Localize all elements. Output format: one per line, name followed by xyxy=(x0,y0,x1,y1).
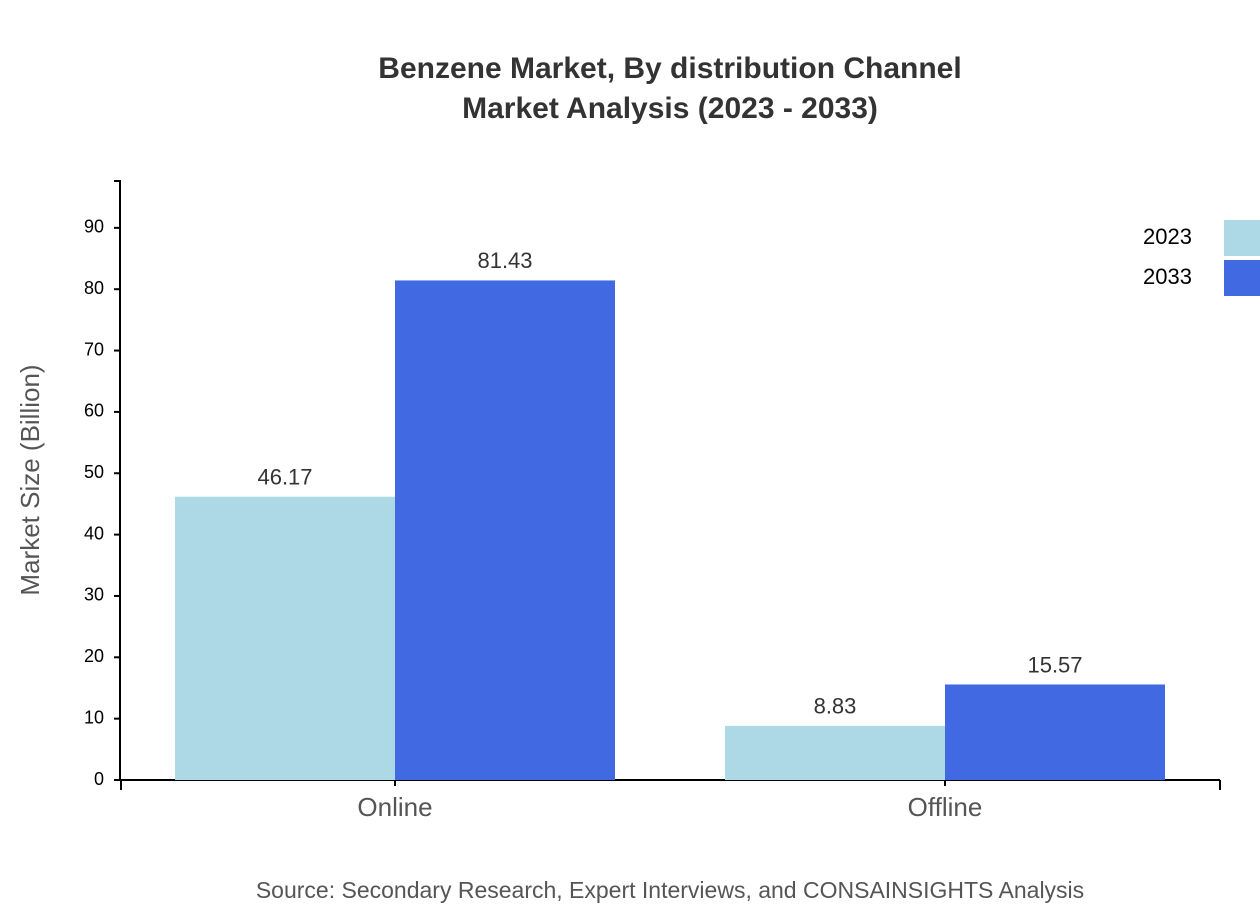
value-label: 46.17 xyxy=(257,465,312,490)
y-tick-label: 60 xyxy=(84,401,104,421)
y-axis-label: Market Size (Billion) xyxy=(15,364,45,595)
y-tick-label: 20 xyxy=(84,646,104,666)
legend-label: 2023 xyxy=(1143,224,1192,249)
y-tick-label: 10 xyxy=(84,707,104,727)
y-tick-label: 40 xyxy=(84,523,104,543)
legend-swatch xyxy=(1224,220,1260,256)
y-tick-label: 80 xyxy=(84,278,104,298)
chart-title: Benzene Market, By distribution Channel xyxy=(378,52,961,85)
bar xyxy=(175,496,395,780)
value-label: 8.83 xyxy=(814,694,857,719)
bar xyxy=(395,280,615,780)
source-note: Source: Secondary Research, Expert Inter… xyxy=(256,877,1084,903)
value-label: 81.43 xyxy=(477,248,532,273)
y-tick-label: 30 xyxy=(84,585,104,605)
bar xyxy=(945,684,1165,780)
y-tick-label: 90 xyxy=(84,217,104,237)
chart-subtitle: Market Analysis (2023 - 2033) xyxy=(462,92,878,125)
bar xyxy=(725,725,945,780)
value-label: 15.57 xyxy=(1027,652,1082,677)
legend-label: 2033 xyxy=(1143,264,1192,289)
y-tick-label: 70 xyxy=(84,339,104,359)
legend-swatch xyxy=(1224,260,1260,296)
x-tick-label: Online xyxy=(357,792,432,822)
x-tick-label: Offline xyxy=(908,792,983,822)
y-tick-label: 0 xyxy=(94,769,104,789)
y-tick-label: 50 xyxy=(84,462,104,482)
